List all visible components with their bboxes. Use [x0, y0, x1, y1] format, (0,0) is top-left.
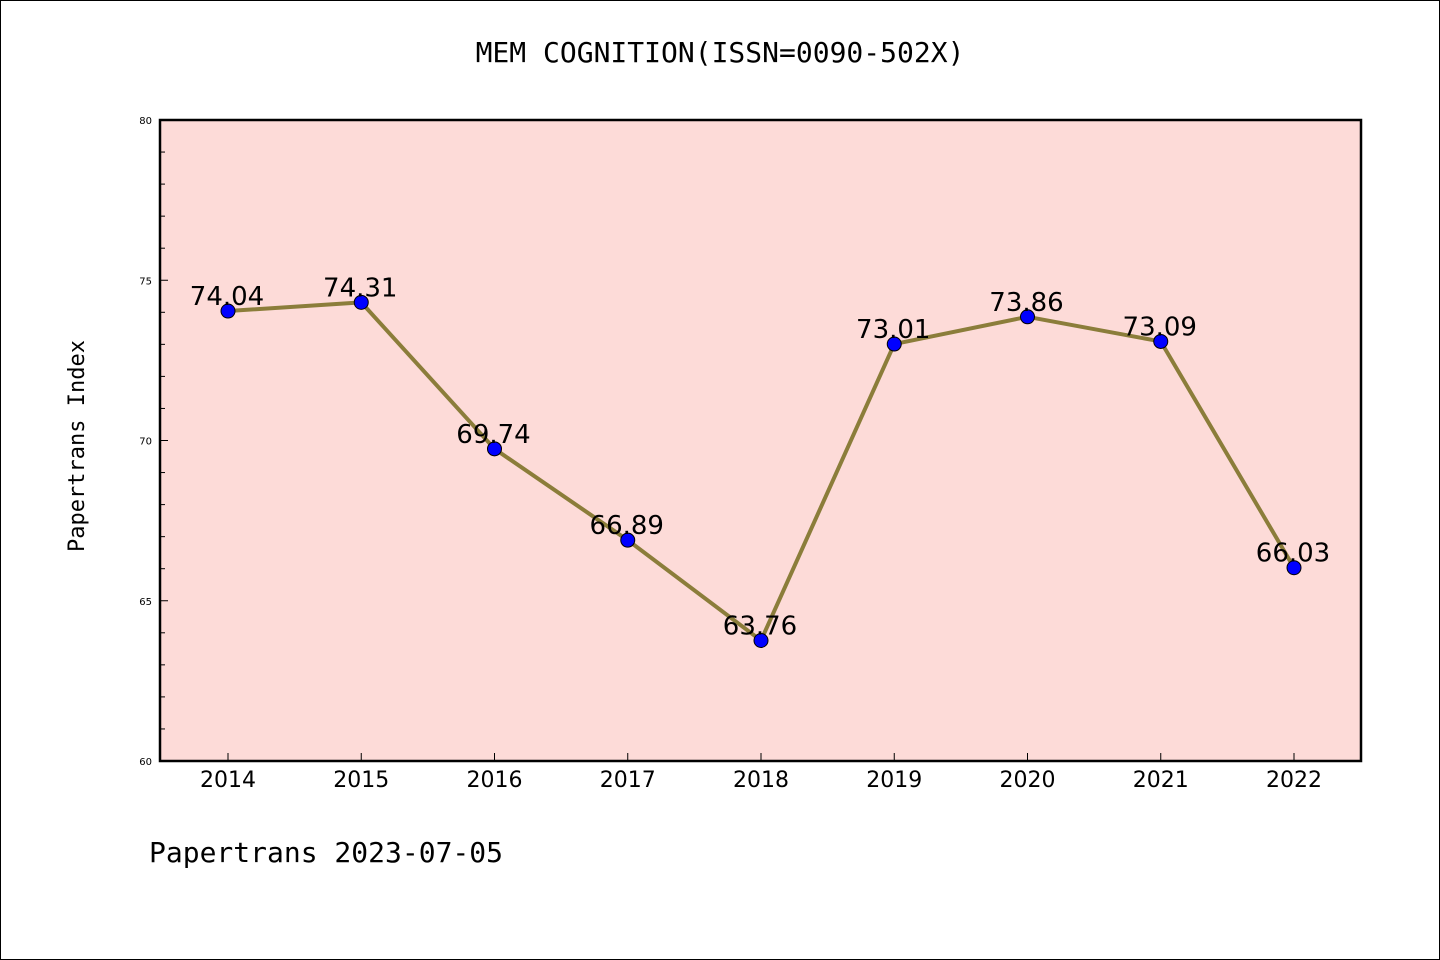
data-label: 73.09	[1123, 312, 1197, 342]
x-tick-label: 2019	[866, 768, 922, 793]
data-point	[1020, 309, 1035, 325]
data-label: 73.86	[989, 288, 1063, 318]
data-point	[753, 632, 769, 648]
data-label: 69.74	[456, 420, 530, 450]
chart-title: MEM COGNITION(ISSN=0090-502X)	[475, 36, 965, 69]
x-tick-label: 2020	[1000, 768, 1056, 793]
data-point	[220, 303, 236, 319]
data-point	[620, 532, 636, 548]
x-tick-label: 2022	[1266, 768, 1322, 793]
data-label: 66.03	[1256, 539, 1330, 569]
data-point	[487, 441, 502, 457]
data-label: 74.31	[323, 273, 397, 303]
data-label: 66.89	[590, 511, 664, 541]
y-axis: 60 65 70 75 80	[139, 116, 168, 768]
footer-note: Papertrans 2023-07-05	[149, 836, 504, 869]
x-tick-label: 2018	[733, 768, 789, 793]
data-point	[886, 336, 902, 352]
x-tick-label: 2015	[333, 768, 389, 793]
y-tick-label: 65	[139, 597, 152, 608]
plot-area	[158, 118, 1363, 763]
x-tick-label: 2016	[467, 768, 523, 793]
data-label: 63.76	[723, 611, 797, 641]
data-point	[1153, 333, 1169, 349]
x-tick-label: 2014	[200, 768, 256, 793]
markers-group	[220, 294, 1302, 648]
y-axis-label: Papertrans Index	[65, 340, 90, 552]
y-tick-label: 70	[139, 437, 152, 448]
x-tick-label: 2021	[1133, 768, 1189, 793]
x-axis: 2014 2015 2016 2017 2018 2019 2020 2021 2022	[200, 753, 1322, 793]
data-labels-group: 74.04 74.31 69.74 66.89 63.76 73.01 73.86 73.09…	[190, 273, 1330, 641]
y-tick-label: 75	[139, 276, 152, 287]
data-point	[353, 294, 369, 310]
data-point	[1286, 560, 1302, 576]
x-tick-label: 2017	[600, 768, 656, 793]
data-label: 73.01	[856, 315, 930, 345]
data-label: 74.04	[190, 282, 264, 312]
y-tick-label: 60	[139, 757, 152, 768]
y-tick-label: 80	[139, 116, 152, 127]
